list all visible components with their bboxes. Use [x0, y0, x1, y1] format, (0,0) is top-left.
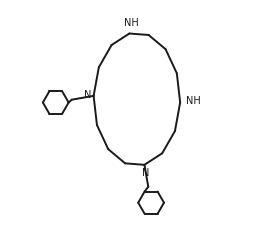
Text: N: N	[84, 90, 91, 100]
Text: NH: NH	[124, 18, 139, 28]
Text: NH: NH	[186, 96, 200, 106]
Text: N: N	[142, 168, 149, 178]
